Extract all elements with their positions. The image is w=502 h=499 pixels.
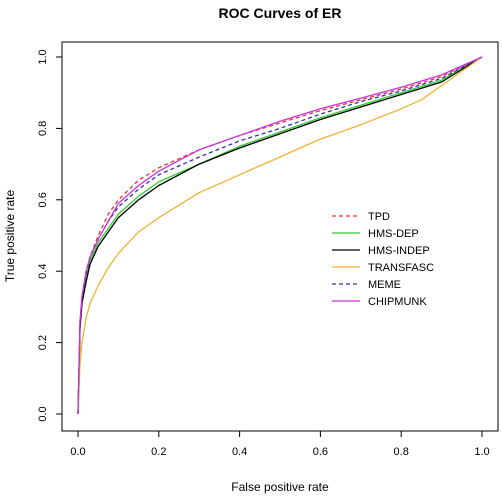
y-tick-label: 0.2 <box>37 335 49 350</box>
y-tick-label: 0.8 <box>37 121 49 136</box>
chart-title: ROC Curves of ER <box>219 5 342 21</box>
y-tick-label: 0.4 <box>37 264 49 279</box>
legend: TPD HMS-DEP HMS-INDEP TRANSFASC MEME CHIPMUNK <box>332 211 434 308</box>
series-line-tpd <box>77 56 483 415</box>
legend-label: TPD <box>368 211 390 223</box>
x-tick-label: 0.2 <box>151 446 166 458</box>
legend-label: HMS-INDEP <box>368 245 430 257</box>
series-layer <box>77 56 483 415</box>
x-tick-label: 0.4 <box>232 446 247 458</box>
series-line-transfasc <box>77 56 483 415</box>
y-tick-label: 0.0 <box>37 406 49 421</box>
legend-label: TRANSFASC <box>368 262 434 274</box>
series-line-meme <box>77 56 483 415</box>
legend-label: CHIPMUNK <box>368 296 427 308</box>
x-tick-label: 1.0 <box>474 446 489 458</box>
legend-label: MEME <box>368 279 401 291</box>
legend-label: HMS-DEP <box>368 228 419 240</box>
series-line-chipmunk <box>77 56 483 415</box>
x-tick-label: 0.0 <box>70 446 85 458</box>
series-line-hms-indep <box>77 56 483 415</box>
plot-frame <box>61 41 499 432</box>
x-tick-label: 0.6 <box>313 446 328 458</box>
x-tick-label: 0.8 <box>394 446 409 458</box>
x-axis-label: False positive rate <box>231 480 329 494</box>
y-axis: 0.0 0.2 0.4 0.6 0.8 1.0 <box>37 49 63 422</box>
x-axis: 0.0 0.2 0.4 0.6 0.8 1.0 <box>70 430 490 458</box>
y-tick-label: 0.6 <box>37 192 49 207</box>
y-axis-label: True positive rate <box>3 190 17 283</box>
series-line-hms-dep <box>77 56 483 415</box>
y-tick-label: 1.0 <box>37 49 49 64</box>
